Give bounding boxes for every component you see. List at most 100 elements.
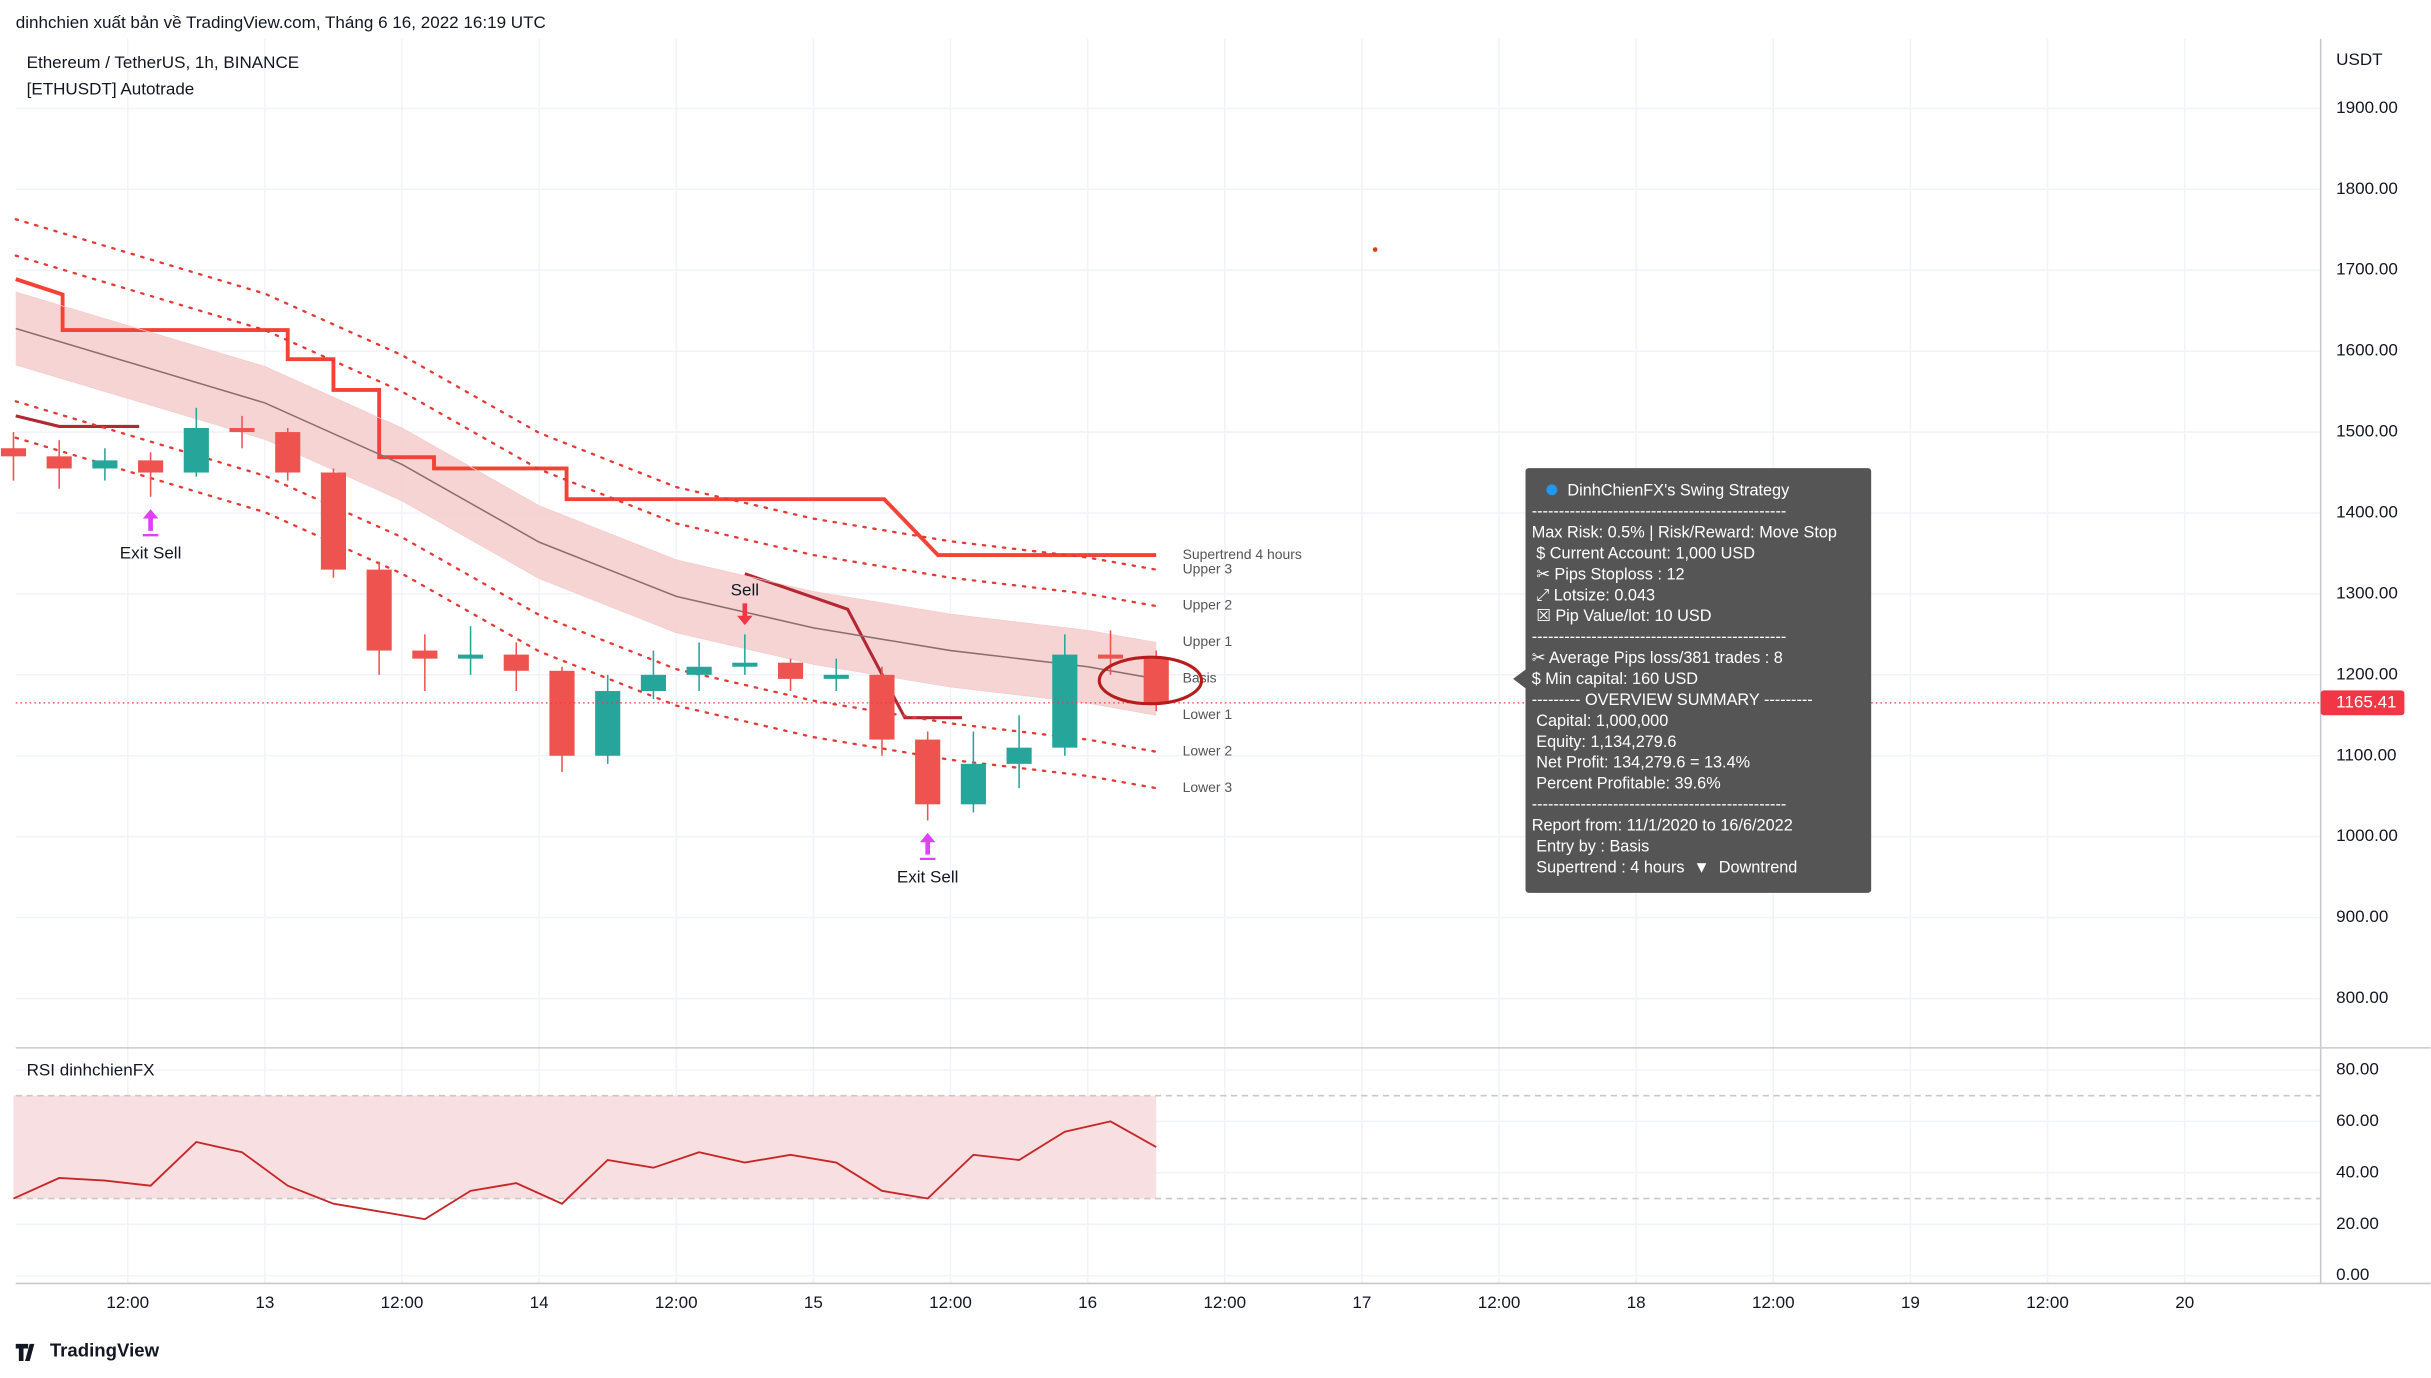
signal-label: Sell — [731, 580, 759, 599]
candle-body — [960, 763, 986, 805]
signal-label: Exit Sell — [897, 867, 959, 886]
rsi-tick-label: 60.00 — [2336, 1111, 2379, 1130]
info-box-line: Net Profit: 134,279.6 = 13.4% — [1532, 754, 1750, 772]
info-box-title: DinhChienFX's Swing Strategy — [1567, 482, 1790, 500]
attribution: dinhchien xuất bản về TradingView.com, T… — [16, 13, 546, 32]
x-tick-label: 19 — [1901, 1293, 1920, 1312]
candle-body — [595, 691, 621, 756]
info-box-line: Percent Profitable: 39.6% — [1532, 775, 1721, 793]
candle-body — [869, 674, 895, 740]
series-label: Upper 3 — [1183, 560, 1233, 576]
currency-label: USDT — [2336, 50, 2383, 69]
info-box-line: ----------------------------------------… — [1532, 796, 1787, 814]
x-tick-label: 12:00 — [381, 1293, 424, 1312]
y-tick-label: 1600.00 — [2336, 341, 2398, 360]
rsi-tick-label: 40.00 — [2336, 1162, 2379, 1181]
candle-body — [458, 654, 484, 659]
candle-body — [320, 472, 347, 570]
brand-logo: TradingView — [15, 1340, 160, 1361]
candle-body — [138, 460, 164, 473]
y-tick-label: 900.00 — [2336, 907, 2388, 926]
indicator-line — [14, 436, 1158, 790]
candle-body — [412, 650, 438, 659]
last-price-label: 1165.41 — [2336, 692, 2396, 711]
x-tick-label: 12:00 — [1752, 1293, 1795, 1312]
x-tick-label: 12:00 — [655, 1293, 698, 1312]
y-tick-label: 1100.00 — [2336, 745, 2396, 764]
info-box-line: Report from: 11/1/2020 to 16/6/2022 — [1532, 816, 1793, 834]
brand-name: TradingView — [50, 1340, 160, 1361]
info-box: DinhChienFX's Swing Strategy -----------… — [1513, 468, 1872, 893]
candle-body — [915, 739, 941, 805]
y-tick-label: 800.00 — [2336, 988, 2388, 1007]
candle-body — [686, 666, 712, 675]
candle-body — [1006, 747, 1032, 764]
series-label: Lower 1 — [1183, 706, 1233, 722]
series-label: Upper 1 — [1183, 633, 1233, 649]
y-tick-label: 1700.00 — [2336, 260, 2398, 279]
x-tick-label: 12:00 — [2026, 1293, 2069, 1312]
rsi-tick-label: 20.00 — [2336, 1214, 2379, 1233]
info-box-line: Equity: 1,134,279.6 — [1532, 733, 1677, 751]
y-tick-label: 1300.00 — [2336, 583, 2398, 602]
info-box-line: ----------------------------------------… — [1532, 628, 1787, 646]
y-tick-label: 1500.00 — [2336, 422, 2398, 441]
x-tick-label: 12:00 — [929, 1293, 972, 1312]
info-box-line: --------- OVERVIEW SUMMARY --------- — [1532, 691, 1813, 709]
candle-body — [640, 674, 666, 692]
rsi-tick-label: 80.00 — [2336, 1059, 2379, 1078]
candle-body — [0, 448, 27, 457]
signal-arrow — [919, 832, 936, 861]
indicator-line — [15, 364, 1157, 716]
signal-label: Exit Sell — [120, 544, 182, 563]
series-label: Lower 3 — [1183, 779, 1233, 795]
candle-body — [777, 662, 804, 679]
info-box-line: Supertrend : 4 hours ▼ Downtrend — [1532, 858, 1798, 876]
indicator-line — [14, 218, 1158, 571]
signal-arrow — [142, 509, 159, 537]
info-box-line: ☒ Pip Value/lot: 10 USD — [1532, 607, 1712, 625]
symbol-title: Ethereum / TetherUS, 1h, BINANCE — [27, 53, 300, 72]
x-tick-label: 15 — [804, 1293, 823, 1312]
y-tick-label: 1400.00 — [2336, 502, 2398, 521]
x-tick-label: 13 — [255, 1293, 274, 1312]
grid-layer — [15, 38, 2321, 1284]
last-price-tag — [2320, 690, 2405, 716]
y-tick-label: 1900.00 — [2336, 98, 2398, 117]
y-tick-label: 1200.00 — [2336, 664, 2398, 683]
x-tick-label: 16 — [1078, 1293, 1097, 1312]
info-box-line: Capital: 1,000,000 — [1532, 712, 1669, 730]
y-tick-label: 1000.00 — [2336, 826, 2398, 845]
indicator-line — [14, 400, 1158, 753]
signal-arrow — [737, 603, 753, 626]
indicator-line — [14, 254, 1158, 608]
candle-body — [549, 670, 575, 756]
rsi-line — [13, 1120, 1157, 1221]
candle-body — [275, 432, 301, 473]
indicator-line — [15, 414, 962, 720]
candle-body — [1143, 658, 1169, 703]
candle-body — [732, 662, 758, 667]
x-tick-label: 17 — [1352, 1293, 1371, 1312]
info-box-line: $ Current Account: 1,000 USD — [1532, 544, 1755, 562]
x-tick-label: 18 — [1627, 1293, 1646, 1312]
rsi-tick-label: 0.00 — [2336, 1265, 2369, 1284]
info-box-line: Max Risk: 0.5% | Risk/Reward: Move Stop — [1532, 524, 1837, 542]
candle-body — [503, 654, 529, 671]
logo-icon — [15, 1343, 35, 1361]
x-tick-label: 12:00 — [106, 1293, 149, 1312]
candle-body — [823, 674, 849, 679]
series-label: Lower 2 — [1183, 742, 1233, 758]
x-tick-label: 12:00 — [1478, 1293, 1521, 1312]
strategy-title: [ETHUSDT] Autotrade — [27, 79, 195, 98]
info-box-line: ✂ Average Pips loss/381 trades : 8 — [1532, 649, 1783, 667]
indicator-line — [15, 327, 1157, 680]
rsi-title: RSI dinhchienFX — [27, 1061, 156, 1080]
x-tick-label: 12:00 — [1203, 1293, 1246, 1312]
title-dot — [1546, 484, 1558, 496]
info-box-line: ⤢ Lotsize: 0.043 — [1532, 586, 1655, 604]
candle-body — [1052, 654, 1078, 748]
marker-dot — [1372, 247, 1378, 252]
